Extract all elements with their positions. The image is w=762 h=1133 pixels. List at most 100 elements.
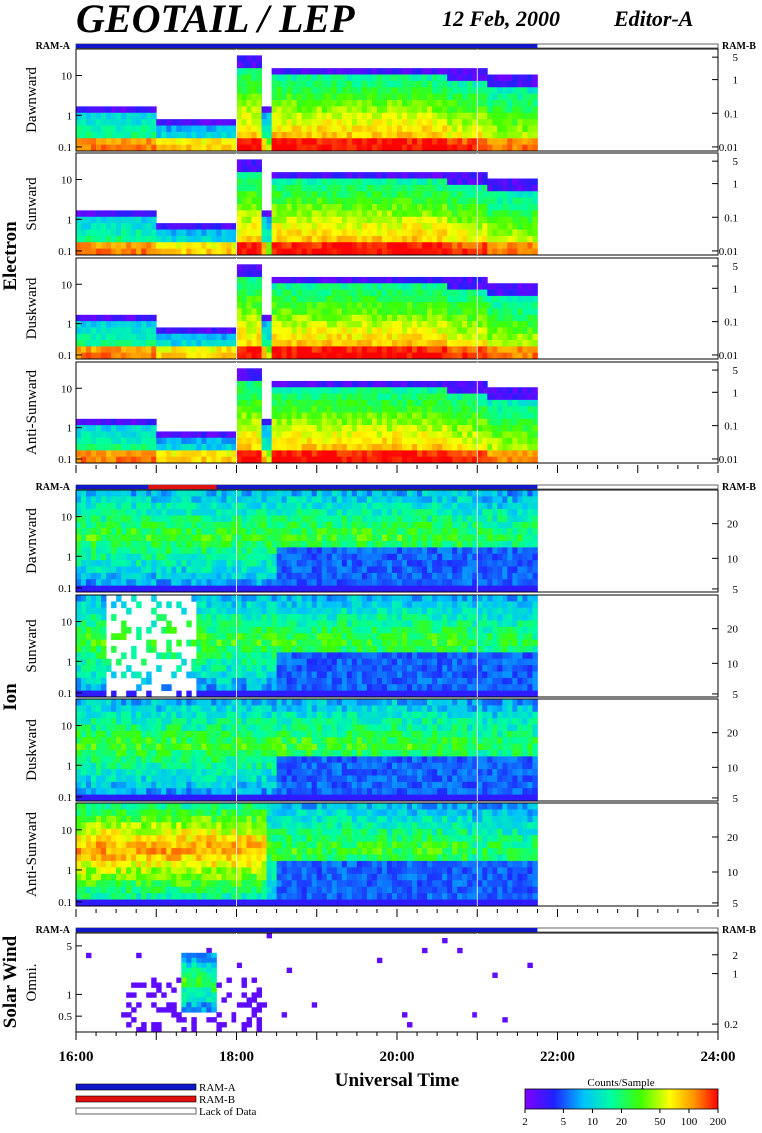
spectrogram-cell xyxy=(532,113,537,120)
spectrogram-cell xyxy=(171,444,176,451)
spectrogram-cell xyxy=(237,166,242,173)
spectrogram-cell xyxy=(327,327,332,334)
spectrogram-cell xyxy=(317,296,322,303)
spectrogram-cell xyxy=(482,106,487,113)
spectrogram-cell xyxy=(101,321,106,328)
spectrogram-cell xyxy=(522,457,527,464)
spectrogram-cell xyxy=(387,547,392,554)
spectrogram-cell xyxy=(277,431,282,438)
spectrogram-cell xyxy=(522,438,527,445)
spectrogram-cell xyxy=(96,490,101,497)
spectrogram-cell xyxy=(156,138,161,145)
spectrogram-cell xyxy=(307,230,312,237)
spectrogram-cell xyxy=(272,210,277,217)
spectrogram-cell xyxy=(257,528,262,535)
spectrogram-cell xyxy=(412,290,417,297)
spectrogram-cell xyxy=(492,400,497,407)
spectrogram-cell xyxy=(467,315,472,322)
spectrogram-cell xyxy=(427,334,432,341)
spectrogram-cell xyxy=(191,236,196,243)
spectrogram-cell xyxy=(282,290,287,297)
spectrogram-cell xyxy=(352,567,357,574)
spectrogram-cell xyxy=(402,327,407,334)
spectrogram-cell xyxy=(407,503,412,510)
spectrogram-cell xyxy=(397,283,402,290)
spectrogram-cell xyxy=(457,444,462,451)
spectrogram-cell xyxy=(522,400,527,407)
spectrogram-cell xyxy=(111,503,116,510)
spectrogram-cell xyxy=(151,528,156,535)
spectrogram-cell xyxy=(512,230,517,237)
spectrogram-cell xyxy=(482,126,487,133)
spectrogram-cell xyxy=(257,106,262,113)
spectrogram-cell xyxy=(387,145,392,152)
spectrogram-cell xyxy=(357,100,362,107)
spectrogram-cell xyxy=(332,406,337,413)
spectrogram-cell xyxy=(211,554,216,561)
spectrogram-cell xyxy=(252,516,257,523)
spectrogram-cell xyxy=(96,249,101,256)
spectrogram-cell xyxy=(201,522,206,529)
spectrogram-cell xyxy=(497,87,502,94)
spectrogram-cell xyxy=(322,419,327,426)
spectrogram-cell xyxy=(186,334,191,341)
spectrogram-cell xyxy=(86,573,91,580)
spectrogram-cell xyxy=(442,172,447,179)
spectrogram-cell xyxy=(447,126,452,133)
spectrogram-cell xyxy=(377,503,382,510)
spectrogram-cell xyxy=(302,353,307,360)
spectrogram-cell xyxy=(292,172,297,179)
spectrogram-cell xyxy=(76,210,81,217)
spectrogram-cell xyxy=(347,567,352,574)
spectrogram-cell xyxy=(522,387,527,394)
spectrogram-cell xyxy=(457,387,462,394)
spectrogram-cell xyxy=(186,528,191,535)
spectrogram-cell xyxy=(467,119,472,126)
spectrogram-cell xyxy=(512,191,517,198)
spectrogram-cell xyxy=(412,198,417,205)
spectrogram-cell xyxy=(472,394,477,401)
spectrogram-cell xyxy=(191,541,196,548)
spectrogram-cell xyxy=(372,438,377,445)
spectrogram-cell xyxy=(131,573,136,580)
spectrogram-cell xyxy=(377,394,382,401)
spectrogram-cell xyxy=(487,400,492,407)
spectrogram-cell xyxy=(397,81,402,88)
spectrogram-cell xyxy=(101,340,106,347)
spectrogram-cell xyxy=(342,230,347,237)
spectrogram-cell xyxy=(442,75,447,82)
spectrogram-cell xyxy=(462,296,467,303)
spectrogram-cell xyxy=(131,522,136,529)
spectrogram-cell xyxy=(267,346,272,353)
spectrogram-cell xyxy=(257,535,262,542)
spectrogram-cell xyxy=(357,394,362,401)
spectrogram-cell xyxy=(267,217,272,224)
spectrogram-cell xyxy=(352,132,357,139)
spectrogram-cell xyxy=(522,242,527,249)
spectrogram-cell xyxy=(407,309,412,316)
spectrogram-cell xyxy=(307,413,312,420)
spectrogram-cell xyxy=(247,394,252,401)
spectrogram-cell xyxy=(477,81,482,88)
spectrogram-cell xyxy=(81,579,86,586)
spectrogram-cell xyxy=(402,353,407,360)
spectrogram-cell xyxy=(387,346,392,353)
spectrogram-cell xyxy=(347,236,352,243)
spectrogram-cell xyxy=(497,185,502,192)
spectrogram-cell xyxy=(237,419,242,426)
spectrogram-cell xyxy=(407,522,412,529)
spectrogram-cell xyxy=(151,567,156,574)
spectrogram-cell xyxy=(472,172,477,179)
spectrogram-cell xyxy=(417,106,422,113)
spectrogram-cell xyxy=(437,438,442,445)
spectrogram-cell xyxy=(186,496,191,503)
spectrogram-cell xyxy=(327,113,332,120)
spectrogram-cell xyxy=(377,68,382,75)
spectrogram-cell xyxy=(422,425,427,432)
spectrogram-cell xyxy=(362,302,367,309)
right-tick-label: 0.1 xyxy=(724,212,738,224)
spectrogram-cell xyxy=(477,217,482,224)
spectrogram-cell xyxy=(377,516,382,523)
spectrogram-cell xyxy=(452,283,457,290)
spectrogram-cell xyxy=(332,290,337,297)
